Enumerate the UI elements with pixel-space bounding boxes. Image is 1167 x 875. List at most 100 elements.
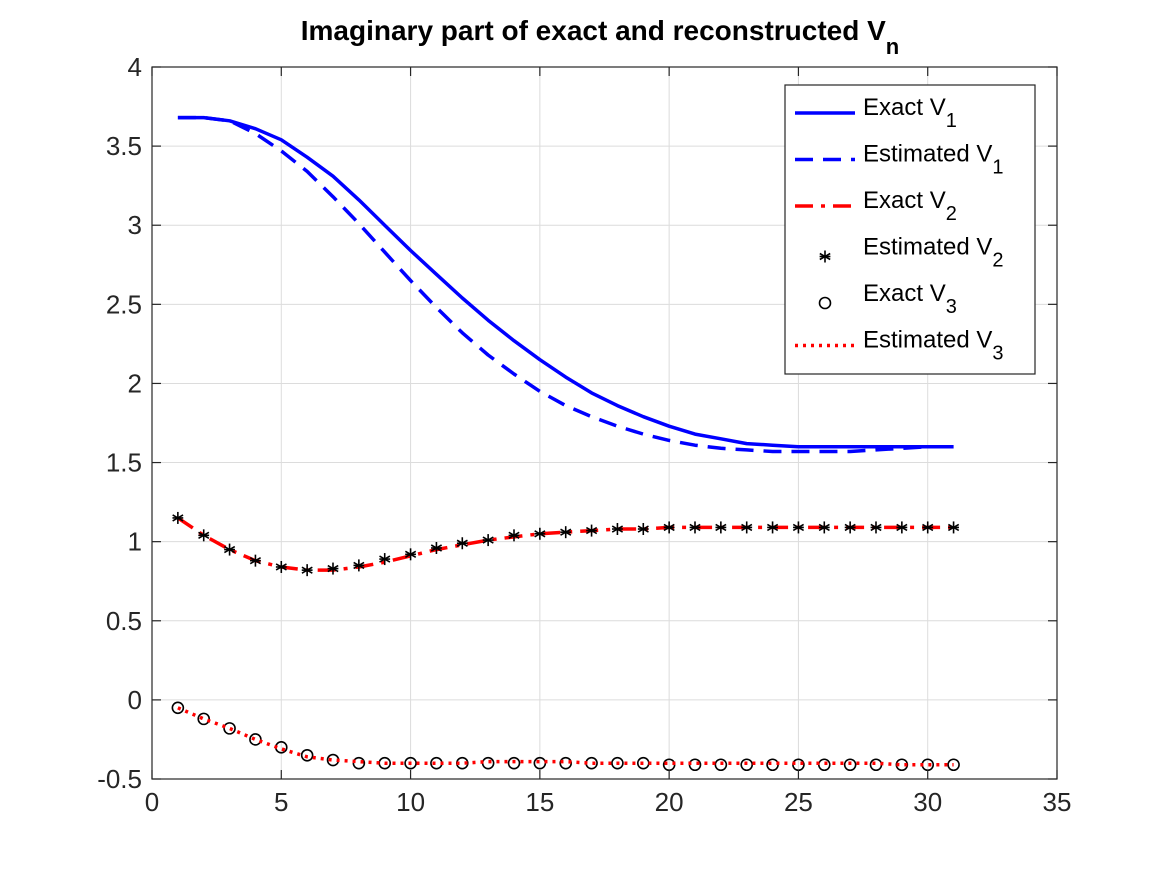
data-point bbox=[870, 521, 882, 534]
data-point bbox=[197, 712, 211, 726]
data-point bbox=[353, 559, 365, 572]
data-point bbox=[740, 758, 754, 772]
y-tick-label: -0.5 bbox=[97, 764, 142, 794]
data-point bbox=[507, 756, 521, 770]
data-point bbox=[947, 521, 960, 534]
legend-label-subscript: 2 bbox=[946, 203, 957, 225]
legend-label: Estimated V1 bbox=[863, 141, 1004, 179]
data-point bbox=[482, 534, 494, 547]
data-point bbox=[352, 756, 366, 770]
data-point bbox=[249, 554, 262, 567]
series-6 bbox=[177, 706, 954, 767]
y-tick-label: 3 bbox=[128, 210, 142, 240]
legend-label-text: Estimated V bbox=[863, 234, 992, 261]
data-point bbox=[947, 758, 960, 772]
y-tick-label: 2.5 bbox=[106, 289, 142, 319]
data-point bbox=[818, 521, 830, 534]
data-point bbox=[611, 523, 624, 536]
data-point bbox=[223, 543, 236, 556]
data-point bbox=[611, 756, 624, 770]
data-point bbox=[300, 748, 314, 762]
chart-title: Imaginary part of exact and reconstructe… bbox=[301, 15, 900, 59]
data-point bbox=[792, 521, 805, 534]
data-point bbox=[430, 541, 443, 554]
legend-label-subscript: 3 bbox=[946, 296, 957, 318]
data-point bbox=[275, 560, 287, 573]
data-point bbox=[663, 521, 675, 534]
legend-box bbox=[784, 84, 1036, 375]
legend-marker bbox=[819, 250, 831, 263]
legend-label-text: Exact V bbox=[863, 187, 946, 214]
x-tick-label: 30 bbox=[913, 787, 942, 817]
series-line bbox=[177, 115, 954, 449]
data-point bbox=[172, 511, 184, 524]
data-point bbox=[379, 553, 391, 566]
data-point bbox=[223, 722, 236, 735]
data-point bbox=[741, 521, 753, 534]
series-2 bbox=[177, 115, 954, 454]
legend-entry: Estimated V2 bbox=[819, 234, 1004, 272]
data-point bbox=[456, 537, 468, 550]
legend-label-text: Exact V bbox=[863, 94, 946, 121]
series-layer bbox=[171, 115, 960, 772]
x-tick-label: 0 bbox=[145, 787, 159, 817]
data-point bbox=[508, 529, 520, 542]
x-tick-label: 20 bbox=[655, 787, 684, 817]
series-line bbox=[177, 115, 954, 454]
data-point bbox=[534, 527, 546, 540]
series-4 bbox=[172, 511, 960, 577]
legend-label-subscript: 1 bbox=[946, 110, 957, 132]
data-point bbox=[766, 521, 779, 534]
y-tick-label: 2 bbox=[128, 368, 142, 398]
axes-box bbox=[151, 66, 1058, 780]
data-point bbox=[844, 521, 856, 534]
legend-label-subscript: 2 bbox=[992, 250, 1003, 272]
legend-label-text: Exact V bbox=[863, 280, 946, 307]
y-tick-label: 1.5 bbox=[106, 448, 142, 478]
legend-label: Exact V1 bbox=[863, 94, 957, 132]
legend-entry: Exact V2 bbox=[795, 187, 957, 225]
x-tick-label: 10 bbox=[396, 787, 425, 817]
y-tick-label: 0 bbox=[128, 685, 142, 715]
legend-label-text: Estimated V bbox=[863, 327, 992, 354]
data-point bbox=[922, 521, 934, 534]
legend-marker bbox=[818, 296, 832, 310]
data-point bbox=[404, 756, 417, 770]
series-line bbox=[177, 706, 954, 767]
y-tick-label: 4 bbox=[128, 52, 142, 82]
data-point bbox=[249, 733, 262, 746]
legend-entry: Exact V1 bbox=[795, 94, 957, 132]
legend-label: Exact V2 bbox=[863, 187, 957, 225]
legend-entry: Estimated V3 bbox=[795, 327, 1004, 365]
data-point bbox=[301, 564, 313, 577]
data-point bbox=[896, 521, 908, 534]
y-tick-label: 0.5 bbox=[106, 606, 142, 636]
legend-label: Estimated V2 bbox=[863, 234, 1004, 272]
x-tick-label: 15 bbox=[525, 787, 554, 817]
legend-label-text: Estimated V bbox=[863, 141, 992, 168]
axis-ticks: 0 5 10 15 20 25 30 35-0.500.511.522.533.54 bbox=[97, 52, 1071, 817]
data-point bbox=[689, 521, 701, 534]
x-tick-label: 35 bbox=[1043, 787, 1072, 817]
data-point bbox=[404, 548, 417, 561]
y-tick-label: 1 bbox=[128, 527, 142, 557]
legend-label: Exact V3 bbox=[863, 280, 957, 318]
series-1 bbox=[177, 115, 954, 449]
data-point bbox=[843, 758, 857, 772]
data-point bbox=[198, 529, 210, 542]
legend-label-subscript: 1 bbox=[992, 157, 1003, 179]
legend-label: Estimated V3 bbox=[863, 327, 1004, 365]
legend-entry: Estimated V1 bbox=[795, 141, 1004, 179]
legend-entry: Exact V3 bbox=[818, 280, 957, 318]
chart-title-subscript: n bbox=[886, 34, 899, 59]
legend-label-subscript: 3 bbox=[992, 343, 1003, 365]
data-point bbox=[171, 701, 185, 715]
y-tick-label: 3.5 bbox=[106, 131, 142, 161]
x-tick-label: 25 bbox=[784, 787, 813, 817]
data-point bbox=[327, 562, 339, 575]
data-point bbox=[585, 524, 598, 537]
chart-title-text: Imaginary part of exact and reconstructe… bbox=[301, 15, 886, 46]
data-point bbox=[637, 523, 649, 536]
